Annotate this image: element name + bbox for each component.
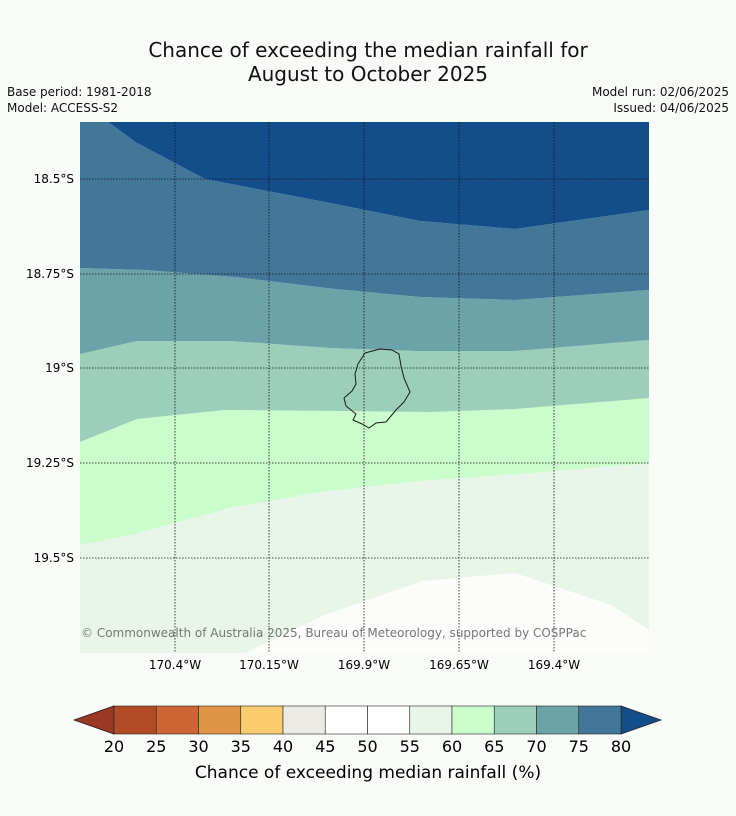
- lon-label: 169.9°W: [338, 658, 390, 672]
- lon-label: 169.4°W: [528, 658, 580, 672]
- colorbar-tick-label: 30: [188, 737, 208, 756]
- base-period: Base period: 1981-2018: [7, 85, 152, 99]
- lat-label: 19.5°S: [34, 551, 74, 565]
- lon-labels: 170.4°W 170.15°W 169.9°W 169.65°W 169.4°…: [149, 658, 580, 672]
- title-line-2: August to October 2025: [247, 62, 489, 86]
- colorbar-cell: [155, 705, 199, 735]
- lon-label: 169.65°W: [429, 658, 489, 672]
- colorbar-cell: [536, 705, 580, 735]
- colorbar-cell: [409, 705, 453, 735]
- zone-60-65: [80, 398, 649, 545]
- zone-55-60: [80, 463, 649, 653]
- colorbar-high-arrow: [620, 705, 663, 735]
- lat-label: 18.75°S: [26, 267, 74, 281]
- lat-label: 19°S: [45, 361, 74, 375]
- colorbar-cell: [198, 705, 242, 735]
- lon-label: 170.15°W: [239, 658, 299, 672]
- zone-65-70: [80, 340, 649, 442]
- colorbar-cell: [240, 705, 284, 735]
- colorbar-tick-label: 50: [357, 737, 377, 756]
- colorbar-cell: [324, 705, 368, 735]
- colorbar-cells: [113, 705, 622, 735]
- map-title: Chance of exceeding the median rainfall …: [0, 38, 736, 86]
- map-panel: © Commonwealth of Australia 2025, Bureau…: [80, 122, 649, 653]
- colorbar-cell: [451, 705, 495, 735]
- colorbar-tick-label: 65: [484, 737, 504, 756]
- meta-left: Base period: 1981-2018 Model: ACCESS-S2: [7, 84, 152, 116]
- colorbar-tick-label: 20: [104, 737, 124, 756]
- copyright-text: © Commonwealth of Australia 2025, Bureau…: [81, 626, 586, 640]
- zone-70-75: [80, 268, 649, 354]
- lat-label: 19.25°S: [26, 456, 74, 470]
- model-name: Model: ACCESS-S2: [7, 101, 119, 115]
- lat-labels: 18.5°S 18.75°S 19°S 19.25°S 19.5°S: [26, 172, 74, 565]
- island-outline: [343, 348, 411, 429]
- colorbar-title: Chance of exceeding median rainfall (%): [195, 763, 541, 783]
- lon-label: 170.4°W: [149, 658, 201, 672]
- colorbar-tick-label: 25: [146, 737, 166, 756]
- colorbar-low-arrow: [72, 705, 115, 735]
- colorbar-tick-label: 70: [526, 737, 546, 756]
- model-run-date: Model run: 02/06/2025: [591, 85, 729, 99]
- colorbar-tick-label: 45: [315, 737, 335, 756]
- colorbar-cell: [493, 705, 537, 735]
- colorbar-cell: [113, 705, 157, 735]
- zone-75-80: [80, 122, 649, 300]
- colorbar-tick-label: 55: [400, 737, 420, 756]
- colorbar: 20 25 30 35 40 45 50 55 60 65 70 75 80 Chance of exc…: [72, 705, 663, 783]
- colorbar-tick-label: 40: [273, 737, 293, 756]
- colorbar-tick-label: 60: [442, 737, 462, 756]
- zone-above-80: [108, 122, 649, 229]
- gridlines: [80, 122, 649, 653]
- colorbar-ticks: 20 25 30 35 40 45 50 55 60 65 70 75 80: [104, 737, 631, 756]
- colorbar-cell: [367, 705, 411, 735]
- issued-date: Issued: 04/06/2025: [613, 101, 729, 115]
- lat-label: 18.5°S: [34, 172, 74, 186]
- meta-right: Model run: 02/06/2025 Issued: 04/06/2025: [592, 84, 729, 116]
- colorbar-cell: [282, 705, 326, 735]
- colorbar-tick-label: 35: [231, 737, 251, 756]
- title-line-1: Chance of exceeding the median rainfall …: [148, 38, 588, 62]
- colorbar-tick-label: 80: [611, 737, 631, 756]
- colorbar-tick-label: 75: [569, 737, 589, 756]
- colorbar-cell: [578, 705, 622, 735]
